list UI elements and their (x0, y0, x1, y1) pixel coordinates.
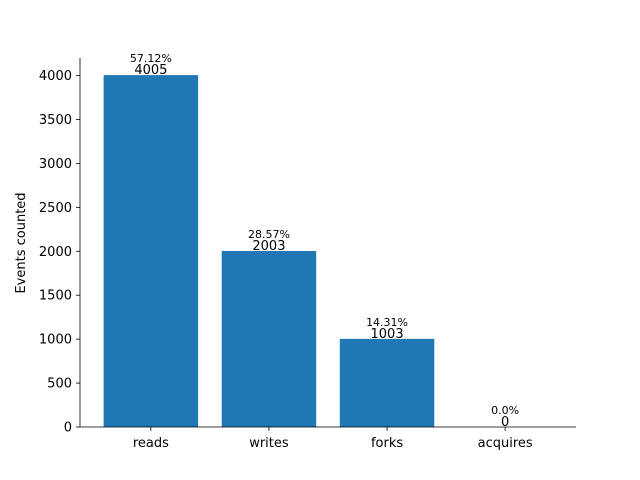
y-tick-label: 1500 (39, 289, 72, 304)
y-tick-label: 3000 (39, 157, 72, 172)
y-axis: 0 500 1000 1500 2000 2500 3000 3500 4000 (39, 58, 81, 436)
bar-percent-label: 28.57% (248, 228, 290, 241)
y-tick-label: 500 (47, 377, 72, 392)
bar-writes (221, 251, 317, 427)
bar-percent-label: 0.0% (491, 404, 519, 417)
bar-value-label: 1003 (371, 327, 404, 342)
y-tick-label: 1000 (39, 333, 72, 348)
x-tick-label-forks: forks (371, 436, 403, 451)
y-tick-label: 4000 (39, 69, 72, 84)
y-tick-label: 2000 (39, 245, 72, 260)
bar-percent-label: 57.12% (130, 52, 172, 65)
x-tick-label-reads: reads (133, 436, 169, 451)
bar-forks (339, 338, 435, 427)
y-tick-label: 3500 (39, 113, 72, 128)
bars-group (103, 75, 435, 427)
bar-percent-label: 14.31% (366, 316, 408, 329)
y-tick-label: 2500 (39, 201, 72, 216)
y-axis-title: Events counted (14, 192, 29, 293)
bar-value-label: 0 (501, 415, 509, 430)
bar-value-label: 2003 (252, 239, 285, 254)
x-tick-label-writes: writes (249, 436, 289, 451)
x-axis: reads writes forks acquires (80, 426, 576, 451)
bar-reads (103, 75, 199, 427)
bar-value-label: 4005 (134, 63, 167, 78)
y-tick-label: 0 (64, 421, 72, 436)
x-tick-label-acquires: acquires (478, 436, 533, 451)
